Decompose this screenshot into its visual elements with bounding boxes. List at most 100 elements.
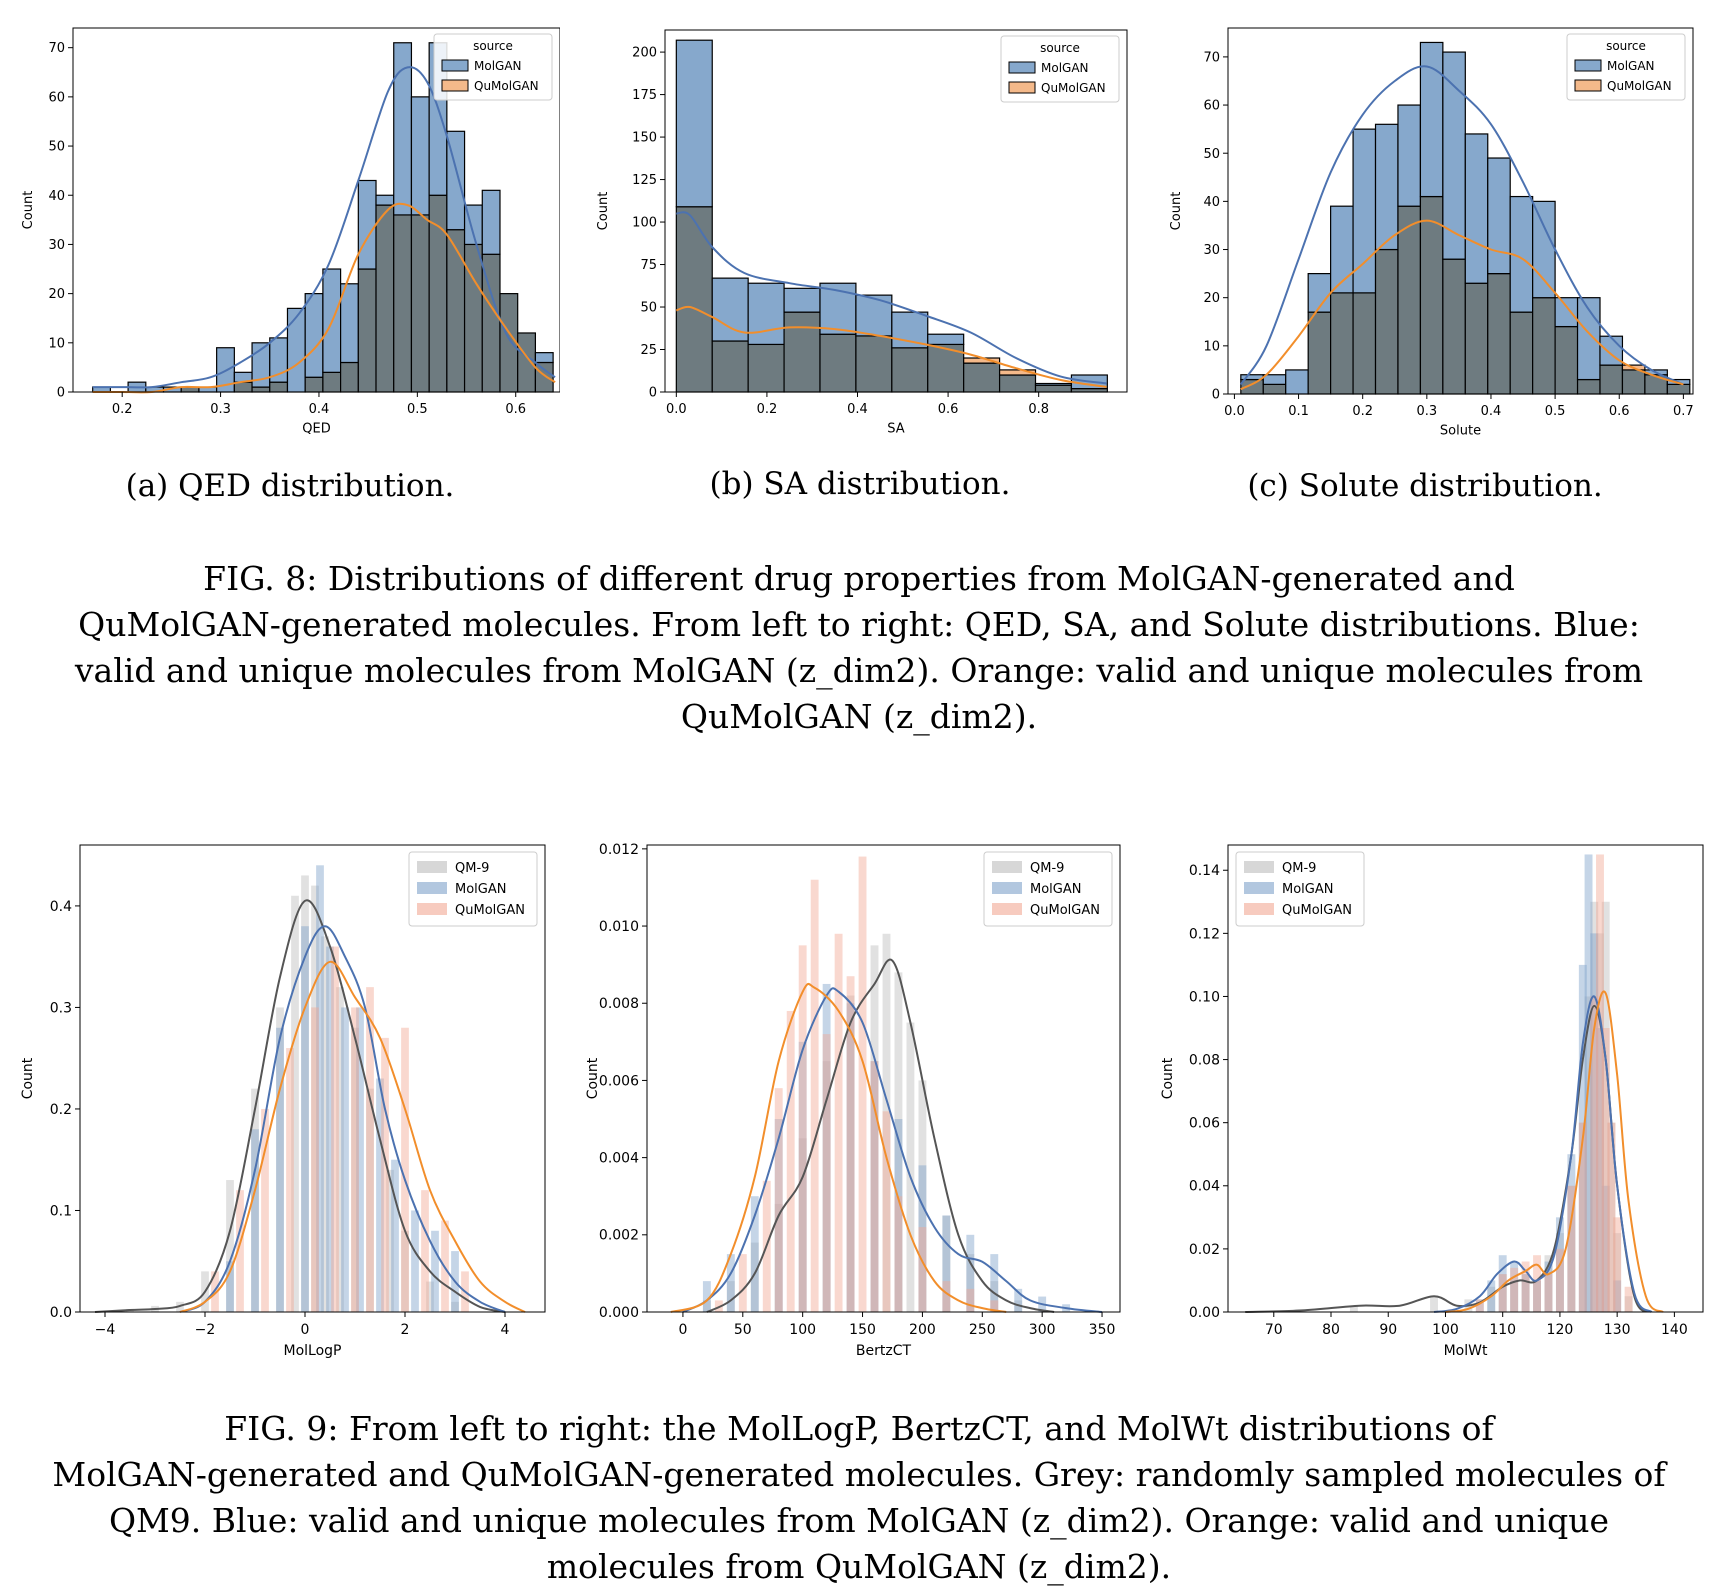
histogram-bar-molgan: [675, 39, 713, 208]
y-tick-label: 10: [48, 336, 65, 351]
fig8-caption-line: FIG. 8: Distributions of different drug …: [203, 559, 1515, 598]
density-bar-qumolgan: [236, 1190, 244, 1312]
density-bar-molgan: [276, 1027, 284, 1312]
density-bar-qm9: [351, 1027, 359, 1312]
kde-line-molgan: [1239, 65, 1684, 386]
density-bar-qm9: [451, 1301, 459, 1312]
subcaption-sa: (b) SA distribution.: [709, 466, 1011, 502]
fig8-caption-line: QuMolGAN-generated molecules. From left …: [78, 605, 1640, 644]
fig9-caption: FIG. 9: From left to right: the MolLogP,…: [0, 1406, 1718, 1590]
fig9-caption-line: molecules from QuMolGAN (z_dim2).: [546, 1547, 1172, 1586]
histogram-bar-overlap: [534, 361, 554, 393]
kde-line-molgan: [92, 66, 556, 389]
density-bar-qumolgan: [1510, 1267, 1519, 1312]
density-bar-qumolgan: [894, 1196, 903, 1312]
chart-molwt: 70 80 90 100 110 120 130 140 0.00 0.02 0.04 0.06 0.0…: [1140, 838, 1718, 1378]
density-bar-qumolgan: [858, 856, 867, 1312]
y-tick-label: 0.02: [1189, 1242, 1220, 1258]
density-bar-qumolgan: [870, 1061, 879, 1312]
density-bar-qumolgan: [846, 976, 855, 1312]
density-bar-qumolgan: [1596, 854, 1604, 1312]
histogram-bar-overlap: [998, 374, 1037, 393]
x-tick-label: 0.5: [1545, 404, 1566, 419]
histogram-bar-overlap: [375, 204, 395, 393]
y-tick-label: 0.12: [1189, 926, 1220, 942]
histogram-bar-molgan: [1285, 369, 1309, 395]
density-bar-qm9: [366, 1088, 374, 1312]
fig8-caption: FIG. 8: Distributions of different drug …: [0, 556, 1718, 740]
x-tick-label: 120: [1547, 1322, 1574, 1338]
histogram-bar-overlap: [1532, 297, 1556, 395]
y-tick-label: 0.1: [50, 1203, 72, 1219]
density-bar-qm9: [846, 995, 855, 1312]
legend-title: source: [1040, 41, 1080, 55]
density-bar-qm9: [1613, 1233, 1622, 1312]
density-bar-molgan: [251, 1129, 259, 1312]
x-tick-label: −4: [95, 1322, 116, 1338]
plot-frame: [79, 844, 546, 1313]
histogram-bar-molgan: [304, 293, 324, 378]
histogram-bar-molgan: [891, 311, 929, 349]
density-bar-molgan: [1590, 933, 1599, 1312]
histogram-bar-molgan: [1374, 123, 1399, 251]
histogram-bar-overlap: [499, 293, 519, 393]
y-tick-label: 0.06: [1189, 1116, 1220, 1132]
density-bar-qm9: [1544, 1255, 1553, 1312]
density-bar-molgan: [356, 1007, 364, 1312]
y-axis-label: Count: [21, 191, 36, 230]
histogram-bar-overlap: [783, 311, 821, 393]
kde-line-qm9: [706, 958, 1055, 1313]
y-tick-label: 0.004: [599, 1151, 639, 1167]
y-tick-label: 30: [1203, 243, 1220, 258]
density-bar-qm9: [311, 885, 319, 1312]
y-tick-label: 0.006: [599, 1073, 639, 1089]
x-tick-label: 90: [1379, 1322, 1397, 1338]
histogram-bar-overlap: [1442, 258, 1466, 395]
density-bar-molgan: [301, 926, 309, 1312]
x-tick-label: 0.4: [1481, 404, 1502, 419]
density-bar-molgan: [376, 1078, 384, 1312]
histogram-bar-overlap: [963, 362, 1001, 393]
legend-entry: MolGAN: [1030, 882, 1081, 897]
histogram-bar-molgan: [534, 352, 554, 364]
legend-entry: MolGAN: [1282, 882, 1333, 897]
y-tick-label: 0.00: [1189, 1305, 1220, 1321]
legend-swatch: [417, 903, 447, 915]
histogram-bar-overlap: [1352, 292, 1377, 395]
histogram-bar-overlap: [1576, 378, 1601, 395]
density-bar-molgan: [1596, 1028, 1604, 1312]
x-tick-label: 0: [301, 1322, 310, 1338]
density-bar-qumolgan: [918, 1227, 927, 1312]
x-tick-label: 250: [969, 1322, 996, 1338]
histogram-bar-molgan: [446, 130, 466, 231]
density-bar-qumolgan: [1601, 1028, 1610, 1312]
histogram-bar-molgan: [340, 283, 359, 364]
density-bar-qm9: [1521, 1274, 1530, 1312]
histogram-bar-overlap: [1666, 383, 1691, 395]
legend-entry: QuMolGAN: [1607, 79, 1672, 93]
y-tick-label: 25: [640, 343, 657, 358]
histogram-bar-molgan: [1262, 374, 1287, 385]
chart-bertzct: 0 50 100 150 200 250 300 350 0.000 0.002 0.004 0.00…: [565, 838, 1135, 1378]
chart-sa: 0.0 0.2 0.4 0.6 0.8 0 25 50 75 100 125 150 175 200 SA C…: [575, 0, 1135, 440]
legend-entry: QuMolGAN: [1030, 903, 1100, 918]
kde-line-qumolgan: [179, 960, 526, 1313]
chart-molwt-svg: 70 80 90 100 110 120 130 140 0.00 0.02 0.04 0.06 0.0…: [1160, 844, 1704, 1359]
fig8-caption-line: valid and unique molecules from MolGAN (…: [74, 651, 1644, 690]
x-tick-label: 0.0: [1224, 404, 1245, 419]
density-bar-qumolgan: [311, 1007, 319, 1312]
x-tick-label: 2: [401, 1322, 410, 1338]
density-bar-qm9: [1014, 1300, 1023, 1312]
y-tick-label: 0.000: [599, 1305, 639, 1321]
density-bar-molgan: [870, 1061, 879, 1312]
density-bar-qm9: [1498, 1274, 1507, 1312]
chart-solute-svg: 0.0 0.1 0.2 0.3 0.4 0.5 0.6 0.7 0 10 20 30 40 50 60 70 S…: [1169, 27, 1694, 439]
density-bar-molgan: [226, 1261, 234, 1312]
subcaption-solute: (c) Solute distribution.: [1247, 468, 1603, 504]
x-tick-label: 0.0: [666, 402, 687, 417]
density-bar-qumolgan: [1555, 1248, 1564, 1312]
kde-line-molgan: [179, 925, 506, 1313]
density-bar-qm9: [906, 1022, 915, 1312]
legend-entry: QuMolGAN: [1041, 81, 1106, 95]
histogram-bar-molgan: [1532, 200, 1556, 299]
